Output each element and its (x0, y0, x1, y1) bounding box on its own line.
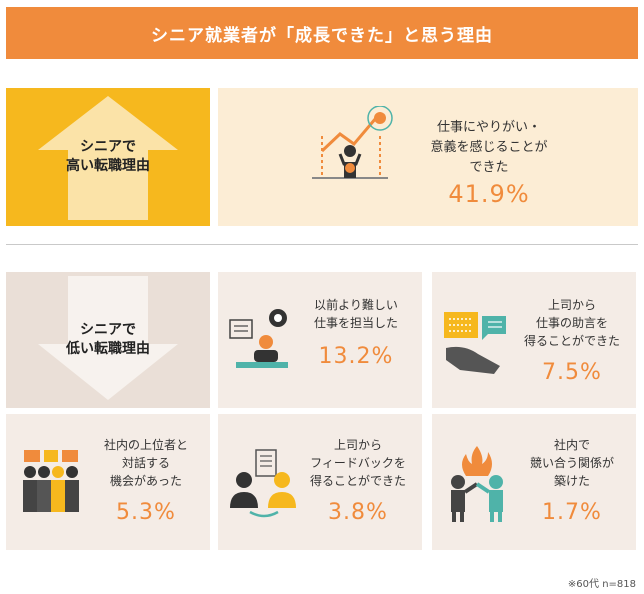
reason-card-difficult-work: 以前より難しい 仕事を担当した 13.2% (218, 272, 422, 408)
card-description: 以前より難しい 仕事を担当した (313, 298, 398, 330)
reason-card-feedback: 上司から フィードバックを 得ることができた 3.8% (218, 414, 422, 550)
down-arrow-icon (38, 276, 178, 400)
card-percentage: 3.8% (328, 500, 388, 525)
low-reason-label: シニアで 低い転職理由 (66, 322, 150, 357)
low-reason-box: シニアで 低い転職理由 (6, 272, 210, 408)
card-percentage: 13.2% (318, 344, 394, 369)
feature-percentage: 41.9% (448, 180, 530, 208)
sample-footnote: ※60代 n=818 (567, 579, 636, 590)
card-percentage: 1.7% (542, 500, 602, 525)
feature-card: 仕事にやりがい・ 意義を感じることが できた 41.9% (218, 88, 638, 226)
card-description: 社内の上位者と 対話する 機会があった (103, 438, 188, 488)
feature-description: 仕事にやりがい・ 意義を感じることが できた (430, 120, 548, 175)
group-discussion-icon (23, 450, 79, 512)
up-arrow-icon (38, 96, 178, 220)
section-divider (6, 244, 638, 245)
reason-card-competition: 社内で 競い合う関係が 築けた 1.7% (432, 414, 636, 550)
reason-card-boss-advice: 上司から 仕事の助言を 得ることができた 7.5% (432, 272, 636, 408)
card-percentage: 7.5% (542, 360, 602, 385)
achievement-icon (312, 106, 393, 179)
presentation-icon (229, 309, 288, 368)
rivals-icon (451, 446, 503, 522)
high-reason-box: シニアで 高い転職理由 (6, 88, 210, 226)
high-reason-label: シニアで 高い転職理由 (66, 139, 150, 174)
advice-hands-icon (444, 312, 506, 374)
reason-card-dialogue: 社内の上位者と 対話する 機会があった 5.3% (6, 414, 210, 550)
card-description: 上司から 仕事の助言を 得ることができた (523, 298, 620, 348)
card-percentage: 5.3% (116, 500, 176, 525)
card-description: 社内で 競い合う関係が 築けた (529, 438, 614, 488)
feedback-icon (230, 449, 296, 518)
page-title: シニア就業者が「成長できた」と思う理由 (6, 7, 638, 59)
card-description: 上司から フィードバックを 得ることができた (309, 438, 406, 488)
